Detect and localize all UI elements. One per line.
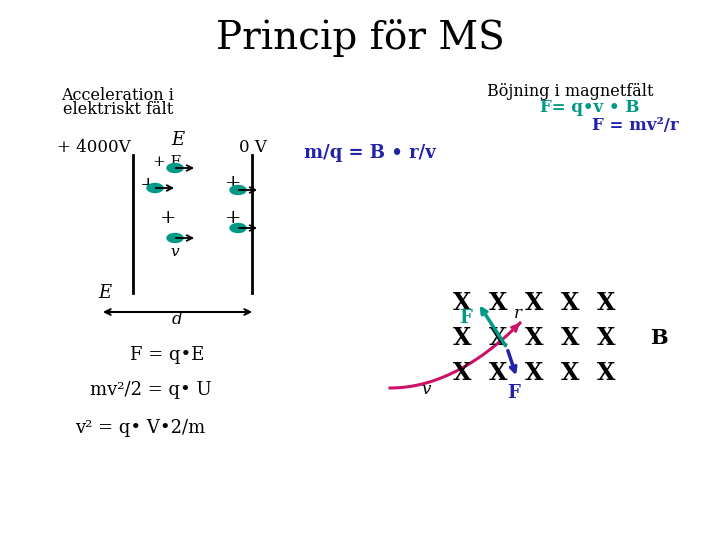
Text: v: v xyxy=(421,381,431,399)
Text: X: X xyxy=(597,291,616,315)
Text: X: X xyxy=(561,361,580,385)
Text: X: X xyxy=(453,361,472,385)
Text: v² = q• V•2/m: v² = q• V•2/m xyxy=(75,419,205,437)
Text: +: + xyxy=(225,209,241,227)
Text: r: r xyxy=(514,305,522,321)
Text: F: F xyxy=(459,309,472,327)
Text: Princip för MS: Princip för MS xyxy=(215,19,505,57)
Ellipse shape xyxy=(230,186,246,194)
Text: m/q = B • r/v: m/q = B • r/v xyxy=(304,144,436,162)
Text: E: E xyxy=(99,284,112,302)
Text: 0 V: 0 V xyxy=(239,139,267,157)
Text: X: X xyxy=(561,291,580,315)
Text: +: + xyxy=(140,176,156,194)
Text: X: X xyxy=(489,361,508,385)
Text: d: d xyxy=(171,312,182,328)
Ellipse shape xyxy=(147,184,163,192)
Text: Böjning i magnetfält: Böjning i magnetfält xyxy=(487,84,653,100)
Text: X: X xyxy=(489,326,508,350)
Text: X: X xyxy=(525,291,544,315)
Text: + F: + F xyxy=(153,155,181,169)
Text: X: X xyxy=(525,326,544,350)
Text: F= q•v • B: F= q•v • B xyxy=(540,99,640,117)
Text: X: X xyxy=(597,361,616,385)
Text: Acceleration i: Acceleration i xyxy=(62,86,174,104)
Text: v: v xyxy=(171,245,179,259)
Text: B: B xyxy=(650,328,667,348)
Text: F = q•E: F = q•E xyxy=(130,346,204,364)
Text: X: X xyxy=(453,291,472,315)
Text: +: + xyxy=(225,174,241,192)
Ellipse shape xyxy=(230,224,246,233)
Text: elektriskt fält: elektriskt fält xyxy=(63,102,173,118)
Text: F = mv²/r: F = mv²/r xyxy=(592,117,678,133)
Text: + 4000V: + 4000V xyxy=(57,139,130,157)
Text: X: X xyxy=(453,326,472,350)
Ellipse shape xyxy=(167,233,183,242)
Text: mv²/2 = q• U: mv²/2 = q• U xyxy=(90,381,212,399)
Text: X: X xyxy=(561,326,580,350)
Text: E: E xyxy=(171,131,184,149)
Text: F: F xyxy=(508,384,521,402)
Text: X: X xyxy=(525,361,544,385)
Text: X: X xyxy=(489,291,508,315)
Text: +: + xyxy=(160,209,176,227)
Ellipse shape xyxy=(167,164,183,172)
Text: X: X xyxy=(597,326,616,350)
